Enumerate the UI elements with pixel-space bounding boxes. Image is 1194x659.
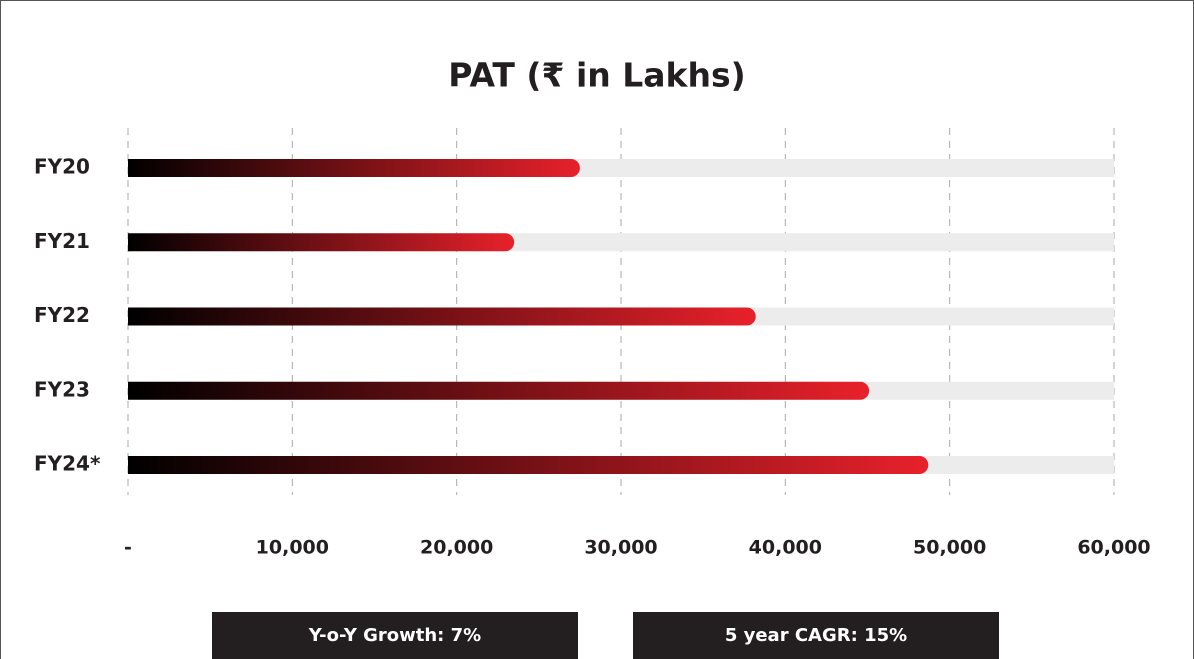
chart-title: PAT (₹ in Lakhs) xyxy=(448,56,745,95)
bar xyxy=(128,381,870,400)
x-tick-label: - xyxy=(124,537,132,559)
x-tick-label: 40,000 xyxy=(749,537,822,559)
x-tick-label: 50,000 xyxy=(913,537,986,559)
y-tick-label: FY24* xyxy=(34,452,101,476)
bar xyxy=(128,456,929,474)
x-tick-label: 60,000 xyxy=(1077,537,1150,559)
annotation-box xyxy=(212,612,578,659)
bar xyxy=(128,233,515,252)
annotation: Y-o-Y Growth: 7% xyxy=(308,625,481,646)
x-tick-label: 20,000 xyxy=(420,537,493,559)
bar xyxy=(128,307,756,326)
annotation-box xyxy=(633,612,999,659)
bar xyxy=(128,159,580,177)
x-tick-label: 30,000 xyxy=(584,537,657,559)
annotation: 5 year CAGR: 15% xyxy=(725,625,907,646)
x-tick-label: 10,000 xyxy=(256,537,329,559)
y-tick-label: FY21 xyxy=(34,229,90,253)
y-tick-label: FY20 xyxy=(34,155,90,179)
y-tick-label: FY22 xyxy=(34,303,90,327)
y-tick-label: FY23 xyxy=(34,377,90,401)
